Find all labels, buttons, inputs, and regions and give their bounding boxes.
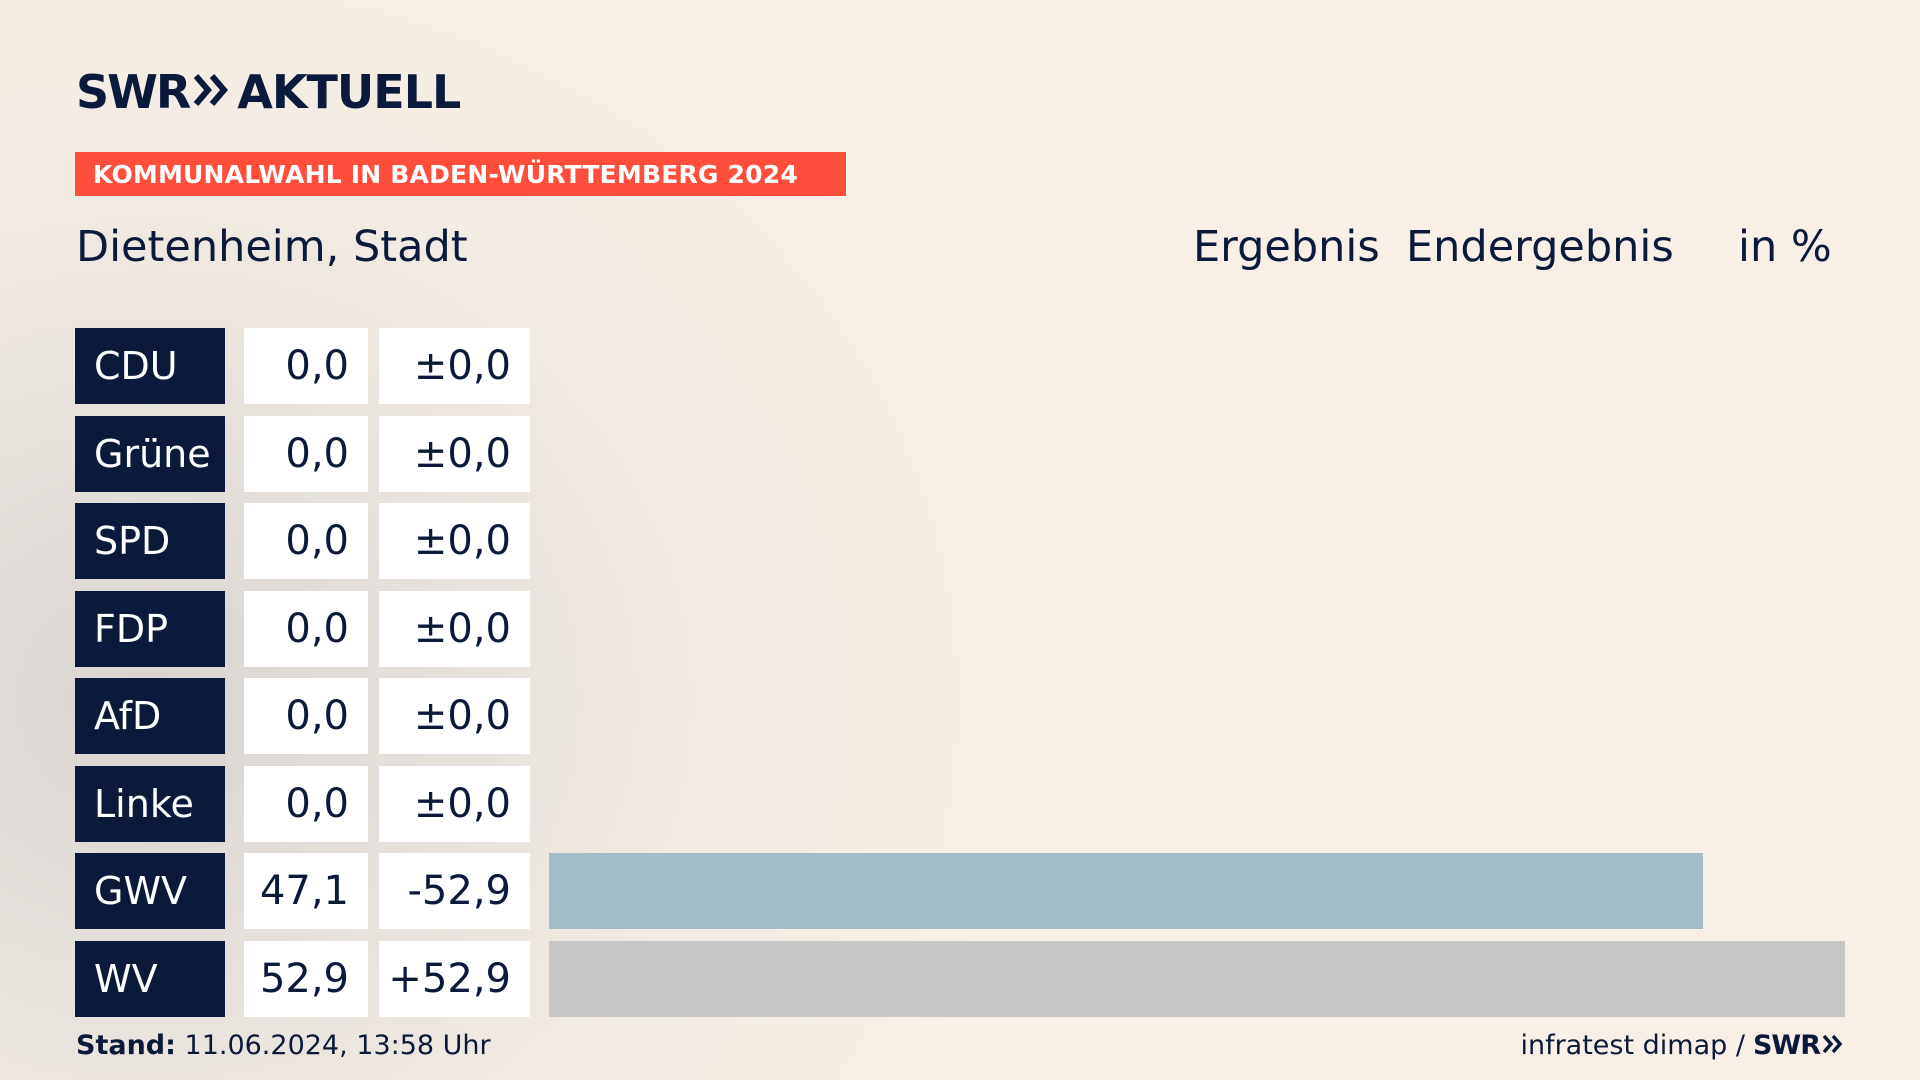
stand-value: 11.06.2024, 13:58 Uhr	[184, 1030, 491, 1061]
result-value: 47,1	[244, 853, 368, 929]
double-chevron-icon	[193, 73, 231, 111]
party-label: AfD	[75, 678, 225, 754]
party-label: CDU	[75, 328, 225, 404]
header-result: Ergebnis	[1193, 222, 1380, 272]
source-text: infratest dimap /	[1520, 1030, 1745, 1061]
result-value: 0,0	[244, 328, 368, 404]
logo-product: AKTUELL	[237, 65, 461, 119]
timestamp: Stand: 11.06.2024, 13:58 Uhr	[76, 1030, 491, 1061]
result-value: 0,0	[244, 765, 368, 842]
double-chevron-icon	[1822, 1030, 1844, 1061]
difference-value: ±0,0	[379, 765, 530, 842]
difference-value: ±0,0	[379, 328, 530, 404]
result-value: 0,0	[244, 415, 368, 492]
difference-value: ±0,0	[379, 678, 530, 754]
logo-brand: SWR	[76, 65, 191, 119]
result-value: 0,0	[244, 678, 368, 754]
source-brand: SWR	[1752, 1030, 1821, 1061]
party-label: FDP	[75, 590, 225, 667]
header-unit: in %	[1738, 222, 1832, 272]
party-label: Grüne	[75, 415, 225, 492]
stand-label: Stand:	[76, 1030, 176, 1061]
source-credit: infratest dimap / SWR	[1520, 1030, 1844, 1061]
party-label: SPD	[75, 503, 225, 579]
party-label: GWV	[75, 853, 225, 929]
location-title: Dietenheim, Stadt	[76, 222, 468, 272]
election-banner: KOMMUNALWAHL IN BADEN-WÜRTTEMBERG 2024	[75, 152, 846, 196]
party-label: WV	[75, 940, 225, 1017]
swr-aktuell-logo: SWR AKTUELL	[76, 65, 461, 119]
result-value: 0,0	[244, 590, 368, 667]
header-final: Endergebnis	[1406, 222, 1674, 272]
result-value: 0,0	[244, 503, 368, 579]
difference-value: ±0,0	[379, 415, 530, 492]
result-value: 52,9	[244, 940, 368, 1017]
difference-value: +52,9	[379, 940, 530, 1017]
difference-value: ±0,0	[379, 503, 530, 579]
party-label: Linke	[75, 765, 225, 842]
result-bar	[549, 940, 1845, 1017]
result-bar	[549, 853, 1703, 929]
difference-value: ±0,0	[379, 590, 530, 667]
difference-value: -52,9	[379, 853, 530, 929]
